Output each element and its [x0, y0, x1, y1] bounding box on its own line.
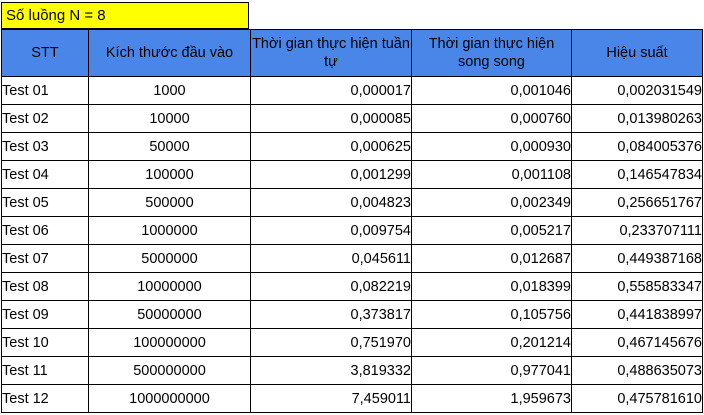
- cell-efficiency: 0,441838997: [571, 300, 703, 329]
- cell-stt: Test 03: [1, 132, 89, 161]
- cell-stt: Test 09: [1, 300, 89, 329]
- cell-parallel-time: 1,959673: [411, 384, 572, 413]
- cell-parallel-time: 0,977041: [411, 356, 572, 385]
- cell-parallel-time: 0,001046: [411, 76, 572, 105]
- table-row: Test 08 10000000 0,082219 0,018399 0,558…: [1, 272, 703, 301]
- cell-efficiency: 0,558583347: [571, 272, 703, 301]
- table-body: Test 01 1000 0,000017 0,001046 0,0020315…: [1, 76, 703, 413]
- cell-parallel-time: 0,005217: [411, 216, 572, 245]
- cell-sequential-time: 3,819332: [250, 356, 412, 385]
- cell-input-size: 50000000: [88, 300, 251, 329]
- header-row: STT Kích thước đầu vào Thời gian thực hi…: [1, 29, 703, 77]
- header-efficiency: Hiệu suất: [571, 29, 703, 77]
- table-row: Test 10 100000000 0,751970 0,201214 0,46…: [1, 328, 703, 357]
- cell-sequential-time: 0,000085: [250, 104, 412, 133]
- cell-parallel-time: 0,201214: [411, 328, 572, 357]
- table-row: Test 03 50000 0,000625 0,000930 0,084005…: [1, 132, 703, 161]
- cell-efficiency: 0,467145676: [571, 328, 703, 357]
- table-row: Test 09 50000000 0,373817 0,105756 0,441…: [1, 300, 703, 329]
- cell-input-size: 100000: [88, 160, 251, 189]
- cell-input-size: 1000000: [88, 216, 251, 245]
- cell-efficiency: 0,233707111: [571, 216, 703, 245]
- cell-stt: Test 01: [1, 76, 89, 105]
- cell-input-size: 5000000: [88, 244, 251, 273]
- cell-stt: Test 06: [1, 216, 89, 245]
- table-row: Test 06 1000000 0,009754 0,005217 0,2337…: [1, 216, 703, 245]
- table-row: Test 12 1000000000 7,459011 1,959673 0,4…: [1, 384, 703, 413]
- cell-stt: Test 12: [1, 384, 89, 413]
- cell-input-size: 50000: [88, 132, 251, 161]
- cell-sequential-time: 0,751970: [250, 328, 412, 357]
- cell-sequential-time: 0,004823: [250, 188, 412, 217]
- threads-count-label: Số luồng N = 8: [1, 2, 249, 29]
- cell-stt: Test 08: [1, 272, 89, 301]
- cell-input-size: 1000: [88, 76, 251, 105]
- cell-stt: Test 07: [1, 244, 89, 273]
- cell-parallel-time: 0,012687: [411, 244, 572, 273]
- cell-parallel-time: 0,000930: [411, 132, 572, 161]
- cell-input-size: 500000: [88, 188, 251, 217]
- cell-efficiency: 0,084005376: [571, 132, 703, 161]
- cell-sequential-time: 7,459011: [250, 384, 412, 413]
- cell-input-size: 1000000000: [88, 384, 251, 413]
- cell-input-size: 500000000: [88, 356, 251, 385]
- cell-stt: Test 05: [1, 188, 89, 217]
- cell-parallel-time: 0,000760: [411, 104, 572, 133]
- header-parallel-time: Thời gian thực hiện song song: [411, 29, 572, 77]
- cell-parallel-time: 0,018399: [411, 272, 572, 301]
- results-table: STT Kích thước đầu vào Thời gian thực hi…: [1, 29, 703, 413]
- cell-input-size: 100000000: [88, 328, 251, 357]
- table-row: Test 07 5000000 0,045611 0,012687 0,4493…: [1, 244, 703, 273]
- cell-stt: Test 04: [1, 160, 89, 189]
- table-row: Test 02 10000 0,000085 0,000760 0,013980…: [1, 104, 703, 133]
- cell-efficiency: 0,449387168: [571, 244, 703, 273]
- header-input-size: Kích thước đầu vào: [88, 29, 251, 77]
- cell-efficiency: 0,475781610: [571, 384, 703, 413]
- table-row: Test 05 500000 0,004823 0,002349 0,25665…: [1, 188, 703, 217]
- header-stt: STT: [1, 29, 89, 77]
- cell-efficiency: 0,002031549: [571, 76, 703, 105]
- cell-efficiency: 0,013980263: [571, 104, 703, 133]
- cell-input-size: 10000: [88, 104, 251, 133]
- cell-stt: Test 11: [1, 356, 89, 385]
- cell-efficiency: 0,146547834: [571, 160, 703, 189]
- cell-sequential-time: 0,082219: [250, 272, 412, 301]
- cell-stt: Test 02: [1, 104, 89, 133]
- cell-stt: Test 10: [1, 328, 89, 357]
- cell-efficiency: 0,256651767: [571, 188, 703, 217]
- cell-efficiency: 0,488635073: [571, 356, 703, 385]
- cell-sequential-time: 0,373817: [250, 300, 412, 329]
- cell-parallel-time: 0,002349: [411, 188, 572, 217]
- cell-sequential-time: 0,045611: [250, 244, 412, 273]
- cell-parallel-time: 0,105756: [411, 300, 572, 329]
- table-row: Test 01 1000 0,000017 0,001046 0,0020315…: [1, 76, 703, 105]
- cell-sequential-time: 0,000017: [250, 76, 412, 105]
- cell-sequential-time: 0,009754: [250, 216, 412, 245]
- cell-sequential-time: 0,000625: [250, 132, 412, 161]
- cell-parallel-time: 0,001108: [411, 160, 572, 189]
- cell-input-size: 10000000: [88, 272, 251, 301]
- table-row: Test 11 500000000 3,819332 0,977041 0,48…: [1, 356, 703, 385]
- table-row: Test 04 100000 0,001299 0,001108 0,14654…: [1, 160, 703, 189]
- cell-sequential-time: 0,001299: [250, 160, 412, 189]
- header-sequential-time: Thời gian thực hiện tuần tự: [250, 29, 412, 77]
